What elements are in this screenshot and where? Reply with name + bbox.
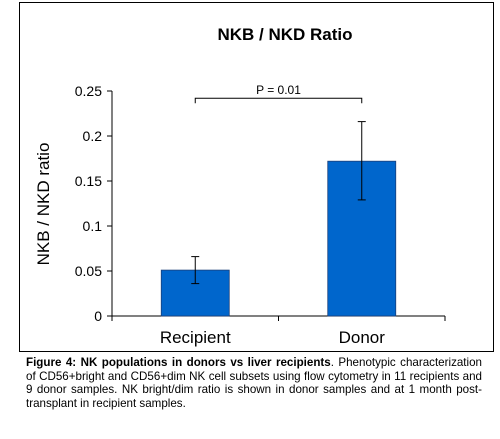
plot-area: 0 0.05 0.1 0.15 0.2 0.25 Recipient Donor P = 0.0…	[75, 83, 446, 347]
y-tick-label: 0	[94, 308, 102, 324]
significance-label: P = 0.01	[256, 83, 301, 97]
category-label-donor: Donor	[339, 328, 386, 347]
y-axis-label: NKB / NKD ratio	[34, 143, 53, 266]
chart: NKB / NKD Ratio NKB / NKD ratio 0 0.05 0.1…	[34, 25, 446, 347]
category-label-recipient: Recipient	[160, 328, 231, 347]
figure-caption: Figure 4: NK populations in donors vs li…	[26, 356, 482, 410]
y-tick-label: 0.2	[83, 128, 103, 144]
y-tick-label: 0.15	[75, 173, 102, 189]
y-tick-label: 0.25	[75, 83, 102, 99]
figure-frame	[19, 2, 494, 352]
caption-text: . Phenotypic characterization of CD56+br…	[26, 356, 483, 410]
y-tick-label: 0.1	[83, 218, 103, 234]
significance-bracket	[194, 97, 363, 104]
y-tick-label: 0.05	[75, 263, 102, 279]
chart-title: NKB / NKD Ratio	[217, 25, 352, 44]
caption-label: Figure 4: NK populations in donors vs li…	[26, 356, 331, 369]
